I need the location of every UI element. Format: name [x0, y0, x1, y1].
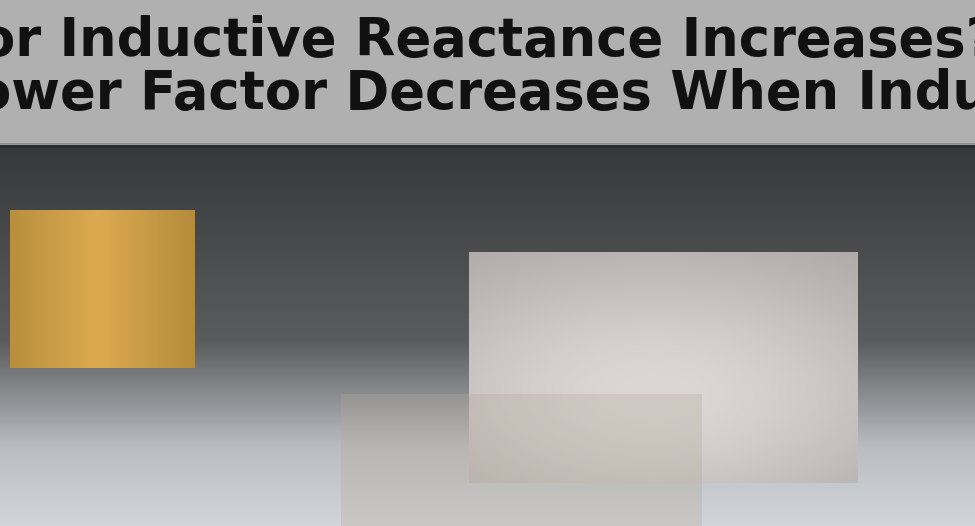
Text: Why Power Factor Decreases When Inductance: Why Power Factor Decreases When Inductan… — [0, 68, 975, 120]
Text: or Inductive Reactance Increases?: or Inductive Reactance Increases? — [0, 15, 975, 67]
